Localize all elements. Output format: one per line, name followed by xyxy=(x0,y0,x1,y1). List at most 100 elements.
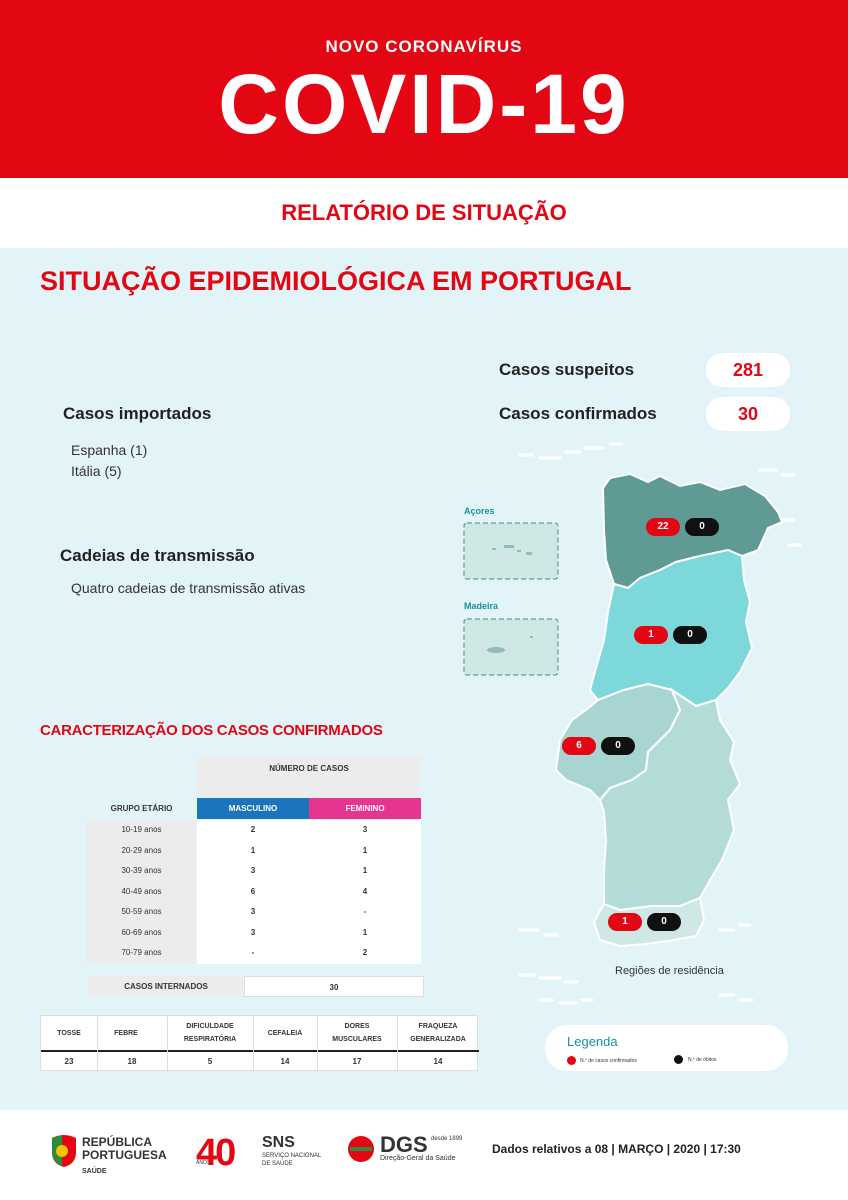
masc-cell: 2 xyxy=(197,820,309,841)
report-band: RELATÓRIO DE SITUAÇÃO xyxy=(0,178,848,248)
fem-cell: 1 xyxy=(309,861,421,882)
sintoma-value: 5 xyxy=(207,1057,213,1066)
centro-confirmados: 1 xyxy=(634,626,668,644)
footer: REPÚBLICA PORTUGUESA SAÚDE 40 ANOS SNS S… xyxy=(0,1110,848,1200)
forty-anos-logo: 40 xyxy=(196,1132,236,1174)
importados-list: Espanha (1) Itália (5) xyxy=(71,440,147,482)
sns-logo: SNS xyxy=(262,1134,295,1151)
suspeitos-value: 281 xyxy=(706,353,790,387)
sintoma-value: 23 xyxy=(64,1057,74,1066)
centro-obitos: 0 xyxy=(673,626,707,644)
internados-value: 30 xyxy=(244,976,424,997)
header-title: COVID-19 xyxy=(218,57,630,151)
dgs-logo: DGS xyxy=(380,1132,428,1157)
casos-internados-row: CASOS INTERNADOS 30 xyxy=(88,976,424,997)
table-row: 30-39 anos 3 1 xyxy=(86,861,421,882)
red-dot-icon xyxy=(567,1056,576,1065)
norte-confirmados: 22 xyxy=(646,518,680,536)
legend-obitos: N.º de óbitos xyxy=(688,1057,717,1063)
table-row: 20-29 anos 1 1 xyxy=(86,840,421,861)
madeira-label: Madeira xyxy=(464,601,499,611)
data-relativa: Dados relativos a 08 | MARÇO | 2020 | 17… xyxy=(492,1142,741,1156)
black-dot-icon xyxy=(674,1055,683,1064)
region-centro xyxy=(588,548,754,708)
norte-obitos: 0 xyxy=(685,518,719,536)
confirmados-value: 30 xyxy=(706,397,790,431)
legend-title: Legenda xyxy=(567,1034,618,1049)
header-banner: NOVO CORONAVÍRUS COVID-19 xyxy=(0,0,848,178)
masc-cell: 3 xyxy=(197,902,309,923)
sintoma-value: 14 xyxy=(280,1057,290,1066)
madeira-inset xyxy=(463,618,559,676)
table-row: 60-69 anos 3 1 xyxy=(86,922,421,943)
dgs-logo-icon xyxy=(348,1136,374,1162)
age-cell: 50-59 anos xyxy=(86,902,197,923)
sintoma-header: DIFICULDADE RESPIRATÓRIA xyxy=(183,1023,237,1043)
lvt-confirmados: 6 xyxy=(562,737,596,755)
lvt-obitos: 0 xyxy=(601,737,635,755)
fem-cell: 3 xyxy=(309,820,421,841)
sintoma-value: 17 xyxy=(352,1057,362,1066)
fem-cell: 1 xyxy=(309,840,421,861)
table-row: 70-79 anos -2 xyxy=(86,943,421,964)
age-cell: 30-39 anos xyxy=(86,861,197,882)
fem-cell: - xyxy=(309,902,421,923)
importados-title: Casos importados xyxy=(63,404,212,423)
fem-cell: 1 xyxy=(309,922,421,943)
fem-cell: 2 xyxy=(309,943,421,964)
importados-item: Itália (5) xyxy=(71,463,122,479)
pill-algarve: 1 0 xyxy=(608,913,681,931)
age-cell: 10-19 anos xyxy=(86,820,197,841)
algarve-confirmados: 1 xyxy=(608,913,642,931)
column-separator xyxy=(253,1016,254,1072)
table-row: 40-49 anos 6 4 xyxy=(86,881,421,902)
republica-portuguesa-logo-icon xyxy=(52,1135,76,1167)
fem-cell: 4 xyxy=(309,881,421,902)
sns-subtitle: SERVIÇO NACIONAL DE SAÚDE xyxy=(262,1153,322,1167)
age-cell: 20-29 anos xyxy=(86,840,197,861)
rp-sub: SAÚDE xyxy=(82,1168,107,1175)
age-cell: 40-49 anos xyxy=(86,881,197,902)
dgs-since: desde 1899 xyxy=(431,1136,463,1142)
legend-box: Legenda N.º de casos confirmados N.º de … xyxy=(545,1025,788,1071)
col-feminino: FEMININO xyxy=(309,798,421,819)
sintoma-value: 18 xyxy=(127,1057,137,1066)
anos-text: ANOS xyxy=(196,1160,211,1166)
sintoma-header: TOSSE xyxy=(57,1029,81,1037)
table-row: 50-59 anos 3- xyxy=(86,902,421,923)
sintoma-header: FEBRE xyxy=(114,1029,138,1037)
pill-centro: 1 0 xyxy=(634,626,707,644)
acores-inset xyxy=(463,522,559,580)
table-row: 10-19 anos 2 3 xyxy=(86,820,421,841)
caracterizacao-title: CARACTERIZAÇÃO DOS CASOS CONFIRMADOS xyxy=(40,722,383,739)
masc-cell: - xyxy=(197,943,309,964)
dgs-subtitle: Direção-Geral da Saúde xyxy=(380,1155,456,1162)
importados-item: Espanha (1) xyxy=(71,442,148,458)
age-table: 10-19 anos 2 3 20-29 anos 1 1 30-39 anos 3 1 4… xyxy=(86,820,421,964)
republica-portuguesa-text: REPÚBLICA PORTUGUESA xyxy=(82,1136,167,1162)
suspeitos-label: Casos suspeitos xyxy=(499,360,635,379)
header-kicker: NOVO CORONAVÍRUS xyxy=(325,37,523,56)
masc-cell: 3 xyxy=(197,861,309,882)
cadeias-text: Quatro cadeias de transmissão ativas xyxy=(71,580,306,596)
rp-line1: REPÚBLICA xyxy=(82,1135,153,1149)
table-divider xyxy=(41,1050,479,1052)
cadeias-title: Cadeias de transmissão xyxy=(60,546,255,565)
pill-lvt: 6 0 xyxy=(562,737,635,755)
section-title: SITUAÇÃO EPIDEMIOLÓGICA EM PORTUGAL xyxy=(40,266,632,296)
masc-cell: 1 xyxy=(197,840,309,861)
pill-norte: 22 0 xyxy=(646,518,719,536)
masc-cell: 3 xyxy=(197,922,309,943)
regions-caption: Regiões de residência xyxy=(615,965,724,977)
sintoma-header: DORES MUSCULARES xyxy=(332,1023,382,1043)
sintoma-header: CEFALEIA xyxy=(267,1029,303,1037)
internados-label: CASOS INTERNADOS xyxy=(88,976,244,997)
col-masculino: MASCULINO xyxy=(197,798,309,819)
masc-cell: 6 xyxy=(197,881,309,902)
column-separator xyxy=(317,1016,318,1072)
sintoma-value: 14 xyxy=(433,1057,443,1066)
confirmados-label: Casos confirmados xyxy=(499,404,657,423)
algarve-obitos: 0 xyxy=(647,913,681,931)
legend-confirmados: N.º de casos confirmados xyxy=(580,1058,637,1064)
